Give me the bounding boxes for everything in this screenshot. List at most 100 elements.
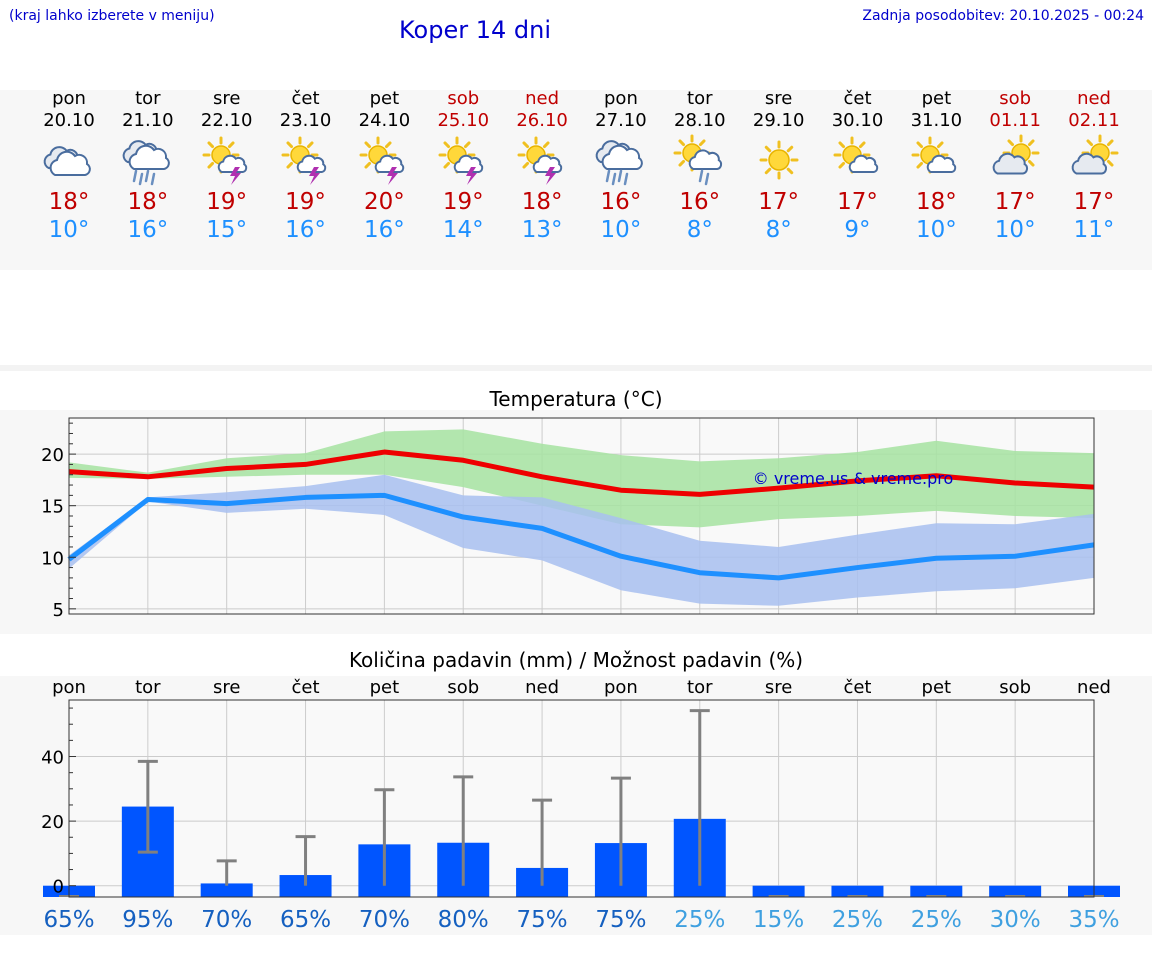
forecast-band xyxy=(0,90,1152,270)
day-date: 28.10 xyxy=(674,110,726,131)
day-name: tor xyxy=(135,88,161,109)
x-tick-label: sre xyxy=(765,677,792,698)
y-tick-label: 0 xyxy=(53,877,64,898)
day-column: sob 25.10 19° 14° xyxy=(423,88,503,244)
day-column: pet 24.10 20° 16° xyxy=(344,88,424,244)
rain-icon xyxy=(108,132,188,188)
precip-probability: 15% xyxy=(753,907,804,933)
precip-probability: 75% xyxy=(517,907,568,933)
day-name: pon xyxy=(604,88,638,109)
min-temp: 11° xyxy=(1073,217,1115,243)
y-tick-label: 5 xyxy=(53,600,64,621)
sun-icon xyxy=(739,132,819,188)
cloud-sun-icon xyxy=(975,132,1055,188)
precip-probability: 65% xyxy=(43,907,94,933)
min-temp-line xyxy=(67,492,1095,581)
last-updated: Zadnja posodobitev: 20.10.2025 - 00:24 xyxy=(862,8,1144,24)
max-temp: 18° xyxy=(915,189,957,215)
day-column: sre 22.10 19° 15° xyxy=(187,88,267,244)
day-name: ned xyxy=(1077,88,1111,109)
x-tick-label: pon xyxy=(52,677,86,698)
precip-probability: 25% xyxy=(832,907,883,933)
x-tick-label: čet xyxy=(292,677,320,698)
day-name: čet xyxy=(843,88,872,109)
plot-area xyxy=(69,700,1094,897)
precip-probability: 35% xyxy=(1068,907,1119,933)
day-name: sre xyxy=(764,88,793,109)
precip-probability: 65% xyxy=(280,907,331,933)
y-tick-label: 10 xyxy=(41,548,64,569)
cloud-sun-icon xyxy=(1054,132,1134,188)
day-date: 01.11 xyxy=(989,110,1041,131)
max-temp: 17° xyxy=(994,189,1036,215)
sun-thunder-icon xyxy=(344,132,424,188)
precip-probability: 95% xyxy=(122,907,173,933)
precip-bar xyxy=(910,885,963,897)
watermark: © vreme.us & vreme.pro xyxy=(753,469,954,488)
max-temp: 18° xyxy=(127,189,169,215)
x-tick-label: sob xyxy=(999,677,1031,698)
temperature-chart-title: Temperatura (°C) xyxy=(489,387,663,411)
min-temp: 14° xyxy=(442,217,484,243)
min-temp: 16° xyxy=(127,217,169,243)
y-tick-label: 20 xyxy=(41,445,64,466)
page-title: Koper 14 dni xyxy=(399,16,552,44)
max-temp: 17° xyxy=(1073,189,1115,215)
y-tick-label: 20 xyxy=(41,812,64,833)
day-column: ned 02.11 17° 11° xyxy=(1054,88,1134,244)
location-hint: (kraj lahko izberete v meniju) xyxy=(9,8,215,24)
day-name: ned xyxy=(525,88,560,109)
day-column: sob 01.11 17° 10° xyxy=(975,88,1055,244)
day-date: 24.10 xyxy=(358,110,411,131)
day-name: tor xyxy=(687,88,713,109)
y-tick-label: 40 xyxy=(41,748,64,769)
precipitation-chart: 0 20 40 pon tor sre čet pet sob ned pon tor sre čet pe… xyxy=(41,677,1120,933)
sun-thunder-icon xyxy=(502,132,582,188)
day-date: 25.10 xyxy=(437,110,490,131)
temperature-chart: 5 10 15 20 © vreme.us & vreme.pro xyxy=(41,417,1095,621)
min-temp: 9° xyxy=(844,217,871,243)
precip-probability: 70% xyxy=(201,907,252,933)
precip-probability: 75% xyxy=(595,907,646,933)
day-column: tor 28.10 16° 8° xyxy=(660,88,740,244)
precip-probability: 70% xyxy=(359,907,410,933)
plot-frame xyxy=(68,699,1095,898)
precip-probability: 25% xyxy=(674,907,725,933)
precip-bar xyxy=(989,885,1042,897)
sun-thunder-icon xyxy=(423,132,503,188)
sun-cloud-icon xyxy=(818,132,898,188)
sun-cloud-icon xyxy=(896,132,976,188)
day-column: čet 23.10 19° 16° xyxy=(266,88,346,244)
sun-thunder-icon xyxy=(187,132,267,188)
min-temp: 8° xyxy=(765,217,792,243)
x-tick-label: tor xyxy=(687,677,713,698)
day-date: 31.10 xyxy=(910,110,963,131)
sun-rain-icon xyxy=(660,132,740,188)
max-temp-line xyxy=(68,449,1095,497)
separator-band xyxy=(0,365,1152,371)
max-temp: 16° xyxy=(600,189,642,215)
min-temp: 16° xyxy=(285,217,326,243)
max-temp: 17° xyxy=(758,189,800,215)
max-temp-range xyxy=(69,429,1094,528)
day-column: pon 20.10 18° 10° xyxy=(29,88,109,244)
day-column: sre 29.10 17° 8° xyxy=(739,88,819,244)
precip-bar xyxy=(831,885,884,897)
day-name: pet xyxy=(369,88,400,109)
day-date: 02.11 xyxy=(1068,110,1120,131)
day-column: tor 21.10 18° 16° xyxy=(108,88,188,244)
day-date: 29.10 xyxy=(752,110,805,131)
y-tick-label: 15 xyxy=(41,497,64,518)
max-temp: 18° xyxy=(521,189,563,215)
day-column: pon 27.10 16° 10° xyxy=(581,88,661,244)
x-tick-label: sob xyxy=(447,677,479,698)
min-temp: 10° xyxy=(48,217,90,243)
x-tick-label: pet xyxy=(922,677,952,698)
precip-bar xyxy=(200,883,253,897)
day-date: 22.10 xyxy=(200,110,253,131)
max-temp: 19° xyxy=(285,189,326,215)
x-tick-label: tor xyxy=(135,677,161,698)
day-column: čet 30.10 17° 9° xyxy=(818,88,898,244)
day-name: sre xyxy=(212,88,241,109)
x-tick-label: čet xyxy=(843,677,871,698)
